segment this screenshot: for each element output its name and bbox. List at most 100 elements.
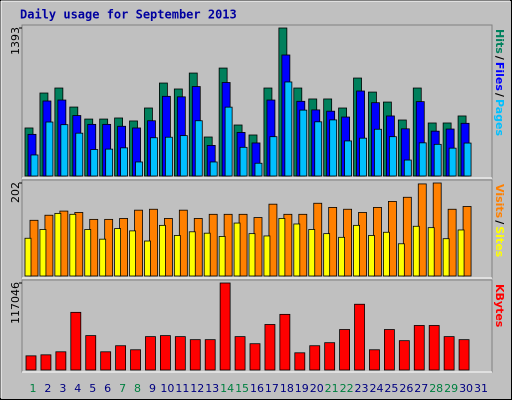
bar: [427, 227, 435, 277]
x-tick-label: 8: [134, 382, 141, 395]
bar: [188, 231, 196, 277]
x-tick-label: 6: [104, 382, 111, 395]
bar: [368, 235, 375, 277]
bar: [314, 121, 323, 177]
bar: [324, 342, 336, 371]
x-tick-label: 27: [414, 382, 428, 395]
bar: [173, 235, 181, 277]
bar: [458, 339, 470, 371]
x-tick-label: 17: [265, 382, 279, 395]
bar: [344, 140, 353, 177]
bar: [263, 235, 271, 277]
bar: [115, 345, 126, 371]
x-tick-label: 10: [160, 382, 174, 395]
x-tick-label: 1: [30, 382, 37, 395]
bar: [174, 336, 186, 371]
bar: [448, 147, 457, 177]
x-tick-label: 15: [235, 382, 249, 395]
bar: [402, 196, 412, 277]
legend-entry: Hits: [493, 29, 506, 54]
x-tick-label: 18: [280, 382, 294, 395]
bar: [179, 135, 188, 177]
bar: [90, 149, 99, 177]
bar: [329, 119, 338, 177]
bar: [284, 81, 293, 177]
bar: [120, 147, 128, 177]
bar: [204, 339, 216, 371]
bar: [442, 238, 450, 277]
bar: [249, 343, 261, 371]
bar: [248, 233, 256, 277]
legend-separator: /: [493, 220, 506, 225]
bar: [218, 236, 226, 277]
bar: [412, 225, 420, 277]
bar: [39, 229, 47, 277]
bar: [224, 106, 233, 177]
bar: [164, 136, 173, 177]
legend-separator: /: [493, 93, 506, 98]
bar: [279, 313, 291, 371]
bar: [278, 218, 286, 277]
x-tick-label: 21: [325, 382, 339, 395]
bar: [234, 336, 246, 371]
bar: [443, 336, 455, 371]
bar: [413, 325, 425, 371]
bar: [323, 233, 331, 277]
bar: [219, 282, 231, 371]
legend: Visits/Sites: [493, 184, 506, 258]
chart-title: Daily usage for September 2013: [20, 8, 237, 22]
bar: [45, 121, 54, 177]
bar: [70, 311, 82, 371]
bar: [100, 351, 112, 371]
bar: [150, 137, 158, 177]
x-tick-label: 31: [474, 382, 488, 395]
bar: [338, 236, 346, 277]
x-tick-label: 7: [119, 382, 126, 395]
legend-entry: KBytes: [493, 284, 506, 328]
bar: [129, 230, 136, 277]
bar: [233, 222, 241, 277]
legend-entry: Visits: [493, 184, 506, 219]
bar: [60, 124, 69, 177]
x-tick-label: 2: [44, 382, 51, 395]
bar: [353, 224, 360, 277]
bar: [158, 224, 166, 277]
bar: [55, 351, 67, 371]
x-tick-label: 11: [175, 382, 189, 395]
bar: [75, 132, 84, 177]
x-tick-label: 3: [59, 382, 66, 395]
legend: KBytes: [493, 284, 506, 328]
y-tick-label: 202: [9, 182, 22, 203]
bar: [105, 148, 114, 177]
y-tick-label: 1393: [9, 27, 22, 55]
bar: [145, 336, 156, 371]
bar: [354, 303, 365, 371]
bar: [388, 136, 397, 177]
bar: [293, 223, 301, 277]
bar: [144, 240, 151, 277]
bar: [85, 335, 97, 371]
bar: [403, 159, 412, 177]
x-tick-label: 4: [74, 382, 81, 395]
bar: [299, 109, 308, 177]
x-tick-label: 16: [250, 382, 264, 395]
bar: [159, 335, 171, 371]
legend-entry: Sites: [493, 226, 506, 257]
bar: [359, 137, 367, 177]
bar: [54, 212, 62, 277]
bar: [397, 243, 405, 277]
y-tick-label: 117046: [9, 282, 22, 324]
bar: [398, 340, 410, 371]
x-tick-label: 24: [369, 382, 383, 395]
bar: [40, 354, 52, 371]
bar: [189, 339, 201, 371]
bar: [418, 142, 427, 177]
bar: [294, 352, 306, 371]
x-tick-label: 25: [384, 382, 398, 395]
x-tick-label: 29: [444, 382, 458, 395]
x-tick-label: 22: [340, 382, 354, 395]
legend: Hits/Files/Pages: [493, 29, 506, 136]
bar: [24, 237, 32, 277]
legend-entry: Pages: [493, 99, 506, 137]
